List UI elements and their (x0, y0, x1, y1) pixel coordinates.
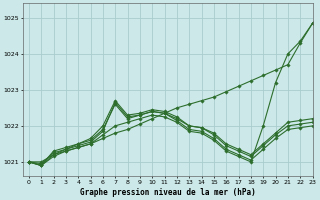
X-axis label: Graphe pression niveau de la mer (hPa): Graphe pression niveau de la mer (hPa) (80, 188, 255, 197)
